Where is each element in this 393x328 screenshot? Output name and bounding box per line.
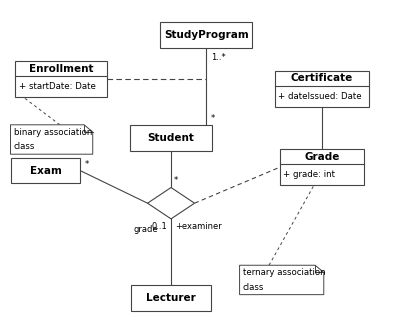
Text: Grade: Grade <box>304 152 340 162</box>
Text: + grade: int: + grade: int <box>283 170 335 179</box>
Text: Enrollment: Enrollment <box>29 64 94 74</box>
Text: + dateIssued: Date: + dateIssued: Date <box>278 92 362 101</box>
Text: class: class <box>14 142 35 151</box>
Polygon shape <box>11 125 93 154</box>
Text: StudyProgram: StudyProgram <box>164 30 249 40</box>
Text: ternary association: ternary association <box>243 268 325 277</box>
Text: 0..1: 0..1 <box>151 222 167 231</box>
Polygon shape <box>147 188 195 219</box>
Text: 1..*: 1..* <box>211 53 226 62</box>
Text: Exam: Exam <box>30 166 62 175</box>
Text: grade: grade <box>133 225 158 234</box>
Text: *: * <box>85 160 89 169</box>
Bar <box>131 285 211 311</box>
Text: +examiner: +examiner <box>175 222 222 231</box>
Polygon shape <box>240 265 324 295</box>
Text: *: * <box>174 176 178 185</box>
Text: + startDate: Date: + startDate: Date <box>18 82 95 91</box>
Text: Student: Student <box>148 133 195 143</box>
Text: Lecturer: Lecturer <box>146 293 196 303</box>
Bar <box>275 71 369 107</box>
Bar <box>15 61 107 97</box>
Bar <box>160 22 252 48</box>
Bar <box>11 158 80 183</box>
Text: binary association: binary association <box>14 128 92 137</box>
Bar <box>280 149 364 185</box>
Bar <box>130 125 212 151</box>
Text: class: class <box>243 283 264 292</box>
Text: Certificate: Certificate <box>291 73 353 83</box>
Text: *: * <box>211 114 215 123</box>
